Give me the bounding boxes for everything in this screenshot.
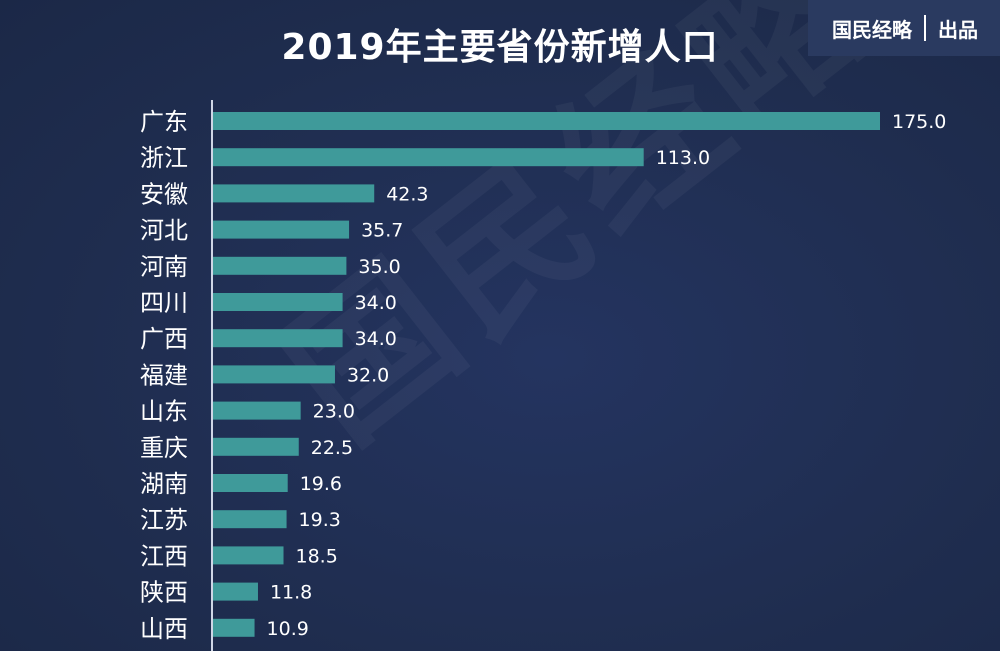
category-label: 河南 xyxy=(140,253,188,281)
bar xyxy=(213,510,287,529)
value-label: 32.0 xyxy=(347,364,389,386)
category-label: 山东 xyxy=(140,398,188,426)
value-label: 23.0 xyxy=(313,401,355,423)
bar xyxy=(213,148,644,167)
category-label: 山西 xyxy=(140,615,188,643)
value-label: 34.0 xyxy=(355,292,397,314)
y-axis-line xyxy=(211,100,213,651)
value-label: 19.3 xyxy=(299,509,341,531)
bar xyxy=(213,437,299,456)
bar xyxy=(213,401,301,420)
category-label: 河北 xyxy=(140,217,188,245)
bar xyxy=(213,112,880,130)
value-label: 35.7 xyxy=(361,220,403,242)
brand-name: 国民经略 xyxy=(832,17,912,42)
value-label: 35.0 xyxy=(358,256,400,278)
category-label: 广东 xyxy=(140,108,188,136)
bar xyxy=(213,546,284,565)
brand-divider xyxy=(924,15,926,41)
value-label: 113.0 xyxy=(656,147,710,169)
bar xyxy=(213,618,255,637)
category-label: 安徽 xyxy=(140,180,188,208)
bar xyxy=(213,184,375,203)
bar xyxy=(213,329,343,348)
category-label: 福建 xyxy=(140,361,188,389)
bar xyxy=(213,582,258,601)
category-label: 四川 xyxy=(140,289,188,317)
bar xyxy=(213,256,347,275)
value-label: 175.0 xyxy=(892,111,946,133)
category-label: 广西 xyxy=(140,325,188,353)
brand-suffix: 出品 xyxy=(938,17,978,42)
value-label: 22.5 xyxy=(311,437,353,459)
value-label: 10.9 xyxy=(267,618,309,640)
category-label: 浙江 xyxy=(140,144,188,172)
chart-title: 2019年主要省份新增人口 xyxy=(281,27,719,68)
value-label: 19.6 xyxy=(300,473,342,495)
bar xyxy=(213,293,343,311)
brand-badge: 国民经略 出品 xyxy=(808,0,1000,56)
category-label: 江苏 xyxy=(140,506,188,534)
category-label: 江西 xyxy=(140,542,188,570)
category-label: 湖南 xyxy=(140,470,188,498)
bar xyxy=(213,474,288,492)
bar xyxy=(213,365,335,384)
value-label: 34.0 xyxy=(355,328,397,350)
category-label: 陕西 xyxy=(140,579,188,607)
value-label: 42.3 xyxy=(386,183,428,205)
bar xyxy=(213,220,350,239)
category-label: 重庆 xyxy=(140,434,188,462)
value-label: 18.5 xyxy=(296,545,338,567)
value-label: 11.8 xyxy=(270,582,312,604)
